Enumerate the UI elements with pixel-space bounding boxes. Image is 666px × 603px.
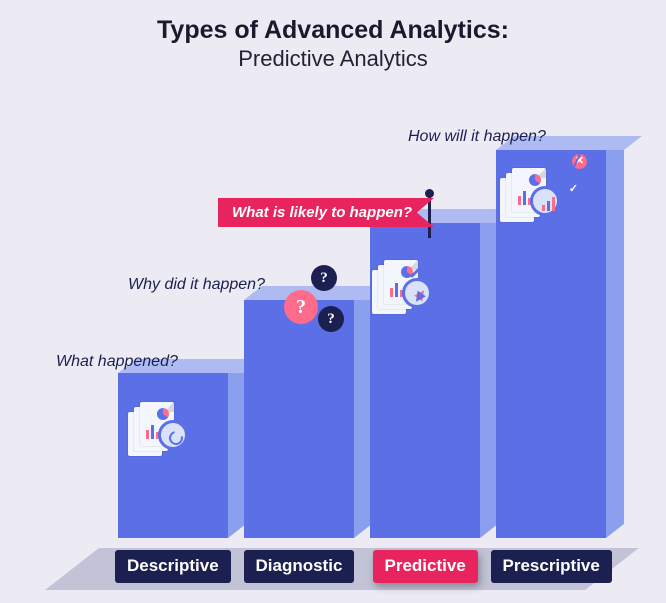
question-mark-circle-2: ? — [318, 306, 344, 332]
page-subtitle: Predictive Analytics — [0, 46, 666, 72]
check-x-badges-icon: ✕✓ — [566, 154, 592, 204]
trend-arrow-icon — [408, 248, 442, 282]
question-2: How will it happen? — [408, 128, 546, 146]
question-mark-circle-0: ? — [284, 290, 318, 324]
category-pill-diagnostic: Diagnostic — [244, 550, 355, 583]
question-predictive-flag: What is likely to happen? — [218, 198, 434, 227]
question-0: What happened? — [56, 353, 178, 371]
bar-1 — [244, 300, 354, 538]
doc-magnifier-icon — [500, 168, 570, 232]
page-title: Types of Advanced Analytics: — [0, 16, 666, 45]
doc-magnifier-icon — [128, 402, 198, 466]
question-1: Why did it happen? — [128, 276, 265, 294]
category-pill-descriptive: Descriptive — [115, 550, 231, 583]
category-pill-predictive: Predictive — [373, 550, 478, 583]
category-pill-prescriptive: Prescriptive — [491, 550, 612, 583]
question-mark-circle-1: ? — [311, 265, 337, 291]
